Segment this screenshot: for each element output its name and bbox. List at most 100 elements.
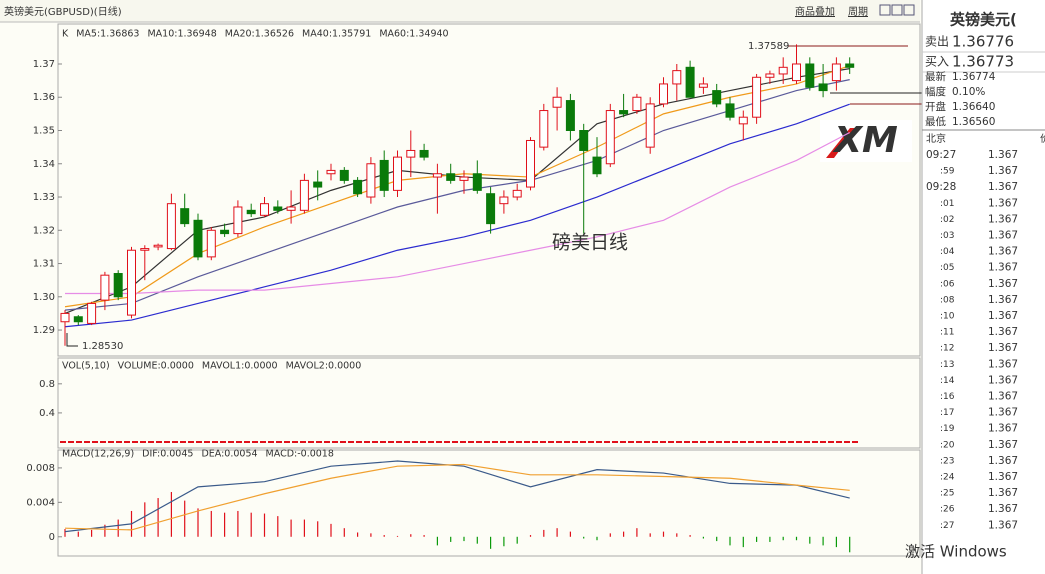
tick-price: 1.367: [988, 213, 1018, 225]
candle-body: [273, 206, 283, 211]
legend-entry: K: [62, 29, 69, 40]
quote-value: 1.36640: [952, 101, 995, 113]
tick-time: 09:28: [926, 181, 956, 193]
tick-time: :26: [940, 505, 955, 515]
candle-body: [326, 169, 336, 175]
quote-panel: [922, 0, 1045, 574]
logo-flash: [826, 128, 856, 158]
toolbar: [0, 0, 920, 22]
candle-body: [605, 110, 615, 165]
tick-price: 1.367: [988, 246, 1018, 258]
tick-price: 1.367: [988, 487, 1018, 499]
candle-body: [246, 209, 256, 215]
logo-text: XM: [832, 120, 898, 161]
legend-entry: DEA:0.0054: [201, 449, 257, 460]
candle-body: [233, 206, 243, 235]
tick-time: :59: [940, 167, 955, 177]
y-tick-label: 0.4: [39, 408, 55, 419]
tick-time: 09:27: [926, 149, 956, 161]
legend-entry: MA60:1.34940: [379, 29, 448, 40]
candle-body: [831, 63, 841, 82]
tick-time: :01: [940, 199, 954, 209]
quote-label: 卖出: [925, 35, 949, 49]
icon-button[interactable]: [903, 4, 915, 16]
tick-price: 1.367: [988, 342, 1018, 354]
macd-panel: [57, 449, 921, 557]
ticks-header: 北京: [926, 132, 946, 145]
candle-body: [512, 189, 522, 198]
candle-body: [313, 181, 323, 188]
tick-time: :02: [940, 215, 954, 225]
tick-time: :13: [940, 360, 954, 370]
candle-body: [778, 66, 788, 75]
icon-button[interactable]: [879, 4, 891, 16]
tick-price: 1.367: [988, 358, 1018, 370]
tick-price: 1.367: [988, 197, 1018, 209]
quote-label: 最低: [925, 115, 946, 128]
candle-body: [220, 229, 230, 235]
candle-body: [805, 63, 815, 88]
quote-title: 英镑美元(: [950, 11, 1017, 29]
legend-entry: MA40:1.35791: [302, 29, 371, 40]
y-tick-label: 0: [49, 532, 55, 543]
legend-entry: DIF:0.0045: [142, 449, 193, 460]
volume-panel: [57, 357, 921, 449]
candle-body: [738, 116, 748, 125]
tick-time: :03: [940, 231, 954, 241]
annotation: 1.37589: [748, 41, 789, 52]
tick-price: 1.367: [988, 310, 1018, 322]
link[interactable]: 商品叠加: [795, 5, 835, 18]
tick-price: 1.367: [988, 423, 1018, 435]
candle-body: [845, 63, 855, 68]
candle-body: [206, 229, 216, 258]
legend-entry: MAVOL2:0.0000: [286, 361, 362, 372]
tick-price: 1.367: [988, 294, 1018, 306]
y-tick-label: 0.008: [26, 463, 55, 474]
quote-value: 1.36774: [952, 71, 996, 83]
candle-body: [393, 156, 402, 191]
candle-body: [353, 179, 363, 195]
tick-price: 1.367: [988, 374, 1018, 386]
candle-body: [260, 203, 269, 216]
candle-body: [698, 83, 708, 88]
y-tick-label: 1.35: [33, 126, 55, 137]
tick-price: 1.367: [988, 455, 1018, 467]
tick-time: :04: [940, 247, 955, 257]
candle-body: [100, 274, 110, 301]
candle-body: [765, 73, 775, 78]
logo: XM: [820, 120, 912, 162]
indicator-line: [64, 463, 850, 531]
tick-time: :11: [940, 328, 954, 338]
candle-body: [725, 103, 735, 118]
icon-button[interactable]: [891, 4, 903, 16]
candle-body: [672, 70, 682, 85]
legend-entry: MACD(12,26,9): [62, 449, 134, 460]
candle-body: [286, 206, 296, 211]
candle-body: [366, 163, 376, 198]
candle-body: [419, 149, 429, 158]
tick-price: 1.367: [988, 471, 1018, 483]
indicator-line: [65, 131, 850, 295]
tick-time: :17: [940, 408, 954, 418]
candle-body: [752, 76, 762, 118]
tick-price: 1.367: [988, 149, 1018, 161]
candle-body: [180, 208, 190, 225]
link[interactable]: 周期: [848, 6, 868, 18]
y-tick-label: 1.30: [33, 292, 55, 303]
candle-body: [619, 110, 629, 115]
quote-value: 1.36776: [952, 33, 1014, 51]
y-tick-label: 0.004: [26, 497, 55, 508]
legend-entry: MA10:1.36948: [147, 29, 216, 40]
tick-time: :19: [940, 424, 955, 434]
tick-price: 1.367: [988, 230, 1018, 242]
tick-price: 1.367: [988, 391, 1018, 403]
candle-body: [73, 316, 83, 323]
legend-entry: VOL(5,10): [62, 361, 110, 372]
candle-body: [193, 219, 203, 258]
candle-body: [565, 100, 575, 132]
tick-price: 1.367: [988, 439, 1018, 451]
indicator-line: [64, 460, 850, 533]
y-tick-label: 1.32: [33, 225, 55, 236]
candle-body: [339, 169, 349, 181]
